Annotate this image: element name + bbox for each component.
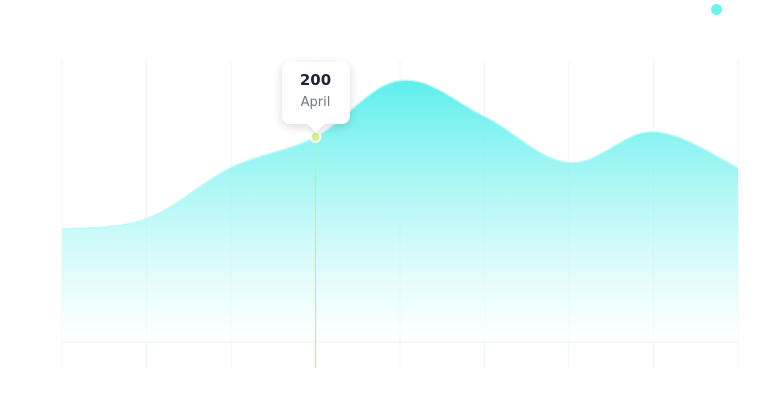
tooltip-label: April [300, 94, 331, 110]
tooltip: 200 April [281, 61, 350, 124]
data-point[interactable] [735, 165, 741, 171]
tooltip-value: 200 [299, 70, 332, 89]
legend[interactable] [711, 4, 728, 15]
data-point[interactable] [566, 160, 572, 166]
data-point[interactable] [397, 78, 403, 84]
series-line [61, 79, 739, 230]
data-point[interactable] [59, 226, 65, 232]
area-fill [62, 80, 738, 342]
data-point[interactable] [144, 216, 150, 222]
data-point[interactable] [228, 165, 234, 171]
active-point[interactable] [309, 130, 322, 143]
data-point[interactable] [482, 113, 488, 119]
data-point[interactable] [651, 129, 657, 135]
legend-swatch [711, 4, 722, 15]
